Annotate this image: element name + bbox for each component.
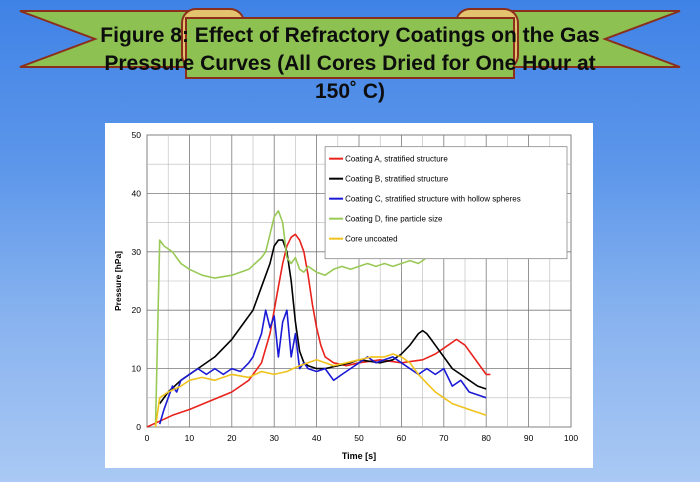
legend-label-4: Coating D, fine particle size bbox=[345, 215, 443, 224]
series-line-5 bbox=[154, 353, 487, 428]
legend-box bbox=[324, 146, 568, 260]
figure-title-line-2: Pressure Curves (All Cores Dried for One… bbox=[104, 52, 596, 75]
chart-panel: 0 10 20 30 40 50 60 70 80 90 100 0 10 20 30 40 50 Time [s… bbox=[105, 123, 593, 468]
y-tick-label-50: 50 bbox=[132, 130, 142, 140]
series-line-2 bbox=[159, 239, 487, 405]
y-tick-label-20: 20 bbox=[132, 305, 142, 315]
y-tick-label-0: 0 bbox=[136, 422, 141, 432]
ribbon-left-tail bbox=[19, 10, 206, 68]
figure-title-line-1: Figure 8: Effect of Refractory Coatings … bbox=[100, 24, 600, 47]
x-axis-label: Time [s] bbox=[342, 451, 376, 461]
x-tick-label-70: 70 bbox=[439, 433, 449, 443]
pressure-chart: 0 10 20 30 40 50 60 70 80 90 100 0 10 20 30 40 50 Time [s… bbox=[113, 130, 578, 461]
series-line-1 bbox=[146, 233, 491, 428]
y-tick-label-10: 10 bbox=[132, 364, 142, 374]
figure-title-line-3: 150˚ C) bbox=[314, 80, 386, 103]
x-tick-label-60: 60 bbox=[397, 433, 407, 443]
legend-label-1: Coating A, stratified structure bbox=[345, 155, 448, 164]
x-tick-label-50: 50 bbox=[354, 433, 364, 443]
x-tick-label-90: 90 bbox=[524, 433, 534, 443]
legend-label-5: Core uncoated bbox=[345, 235, 397, 244]
ribbon-center bbox=[185, 17, 515, 79]
x-tick-label-30: 30 bbox=[269, 433, 279, 443]
y-axis-label: Pressure [hPa] bbox=[113, 251, 123, 311]
legend-label-3: Coating C, stratified structure with hol… bbox=[345, 195, 521, 204]
legend-label-2: Coating B, stratified structure bbox=[345, 175, 449, 184]
x-tick-label-40: 40 bbox=[312, 433, 322, 443]
x-tick-label-100: 100 bbox=[564, 433, 578, 443]
x-tick-label-20: 20 bbox=[227, 433, 237, 443]
y-tick-label-40: 40 bbox=[132, 188, 142, 198]
series-line-4 bbox=[154, 210, 428, 428]
title-banner bbox=[19, 8, 681, 79]
x-tick-label-80: 80 bbox=[481, 433, 491, 443]
y-tick-label-30: 30 bbox=[132, 247, 142, 257]
x-tick-label-0: 0 bbox=[145, 433, 150, 443]
x-tick-label-10: 10 bbox=[185, 433, 195, 443]
